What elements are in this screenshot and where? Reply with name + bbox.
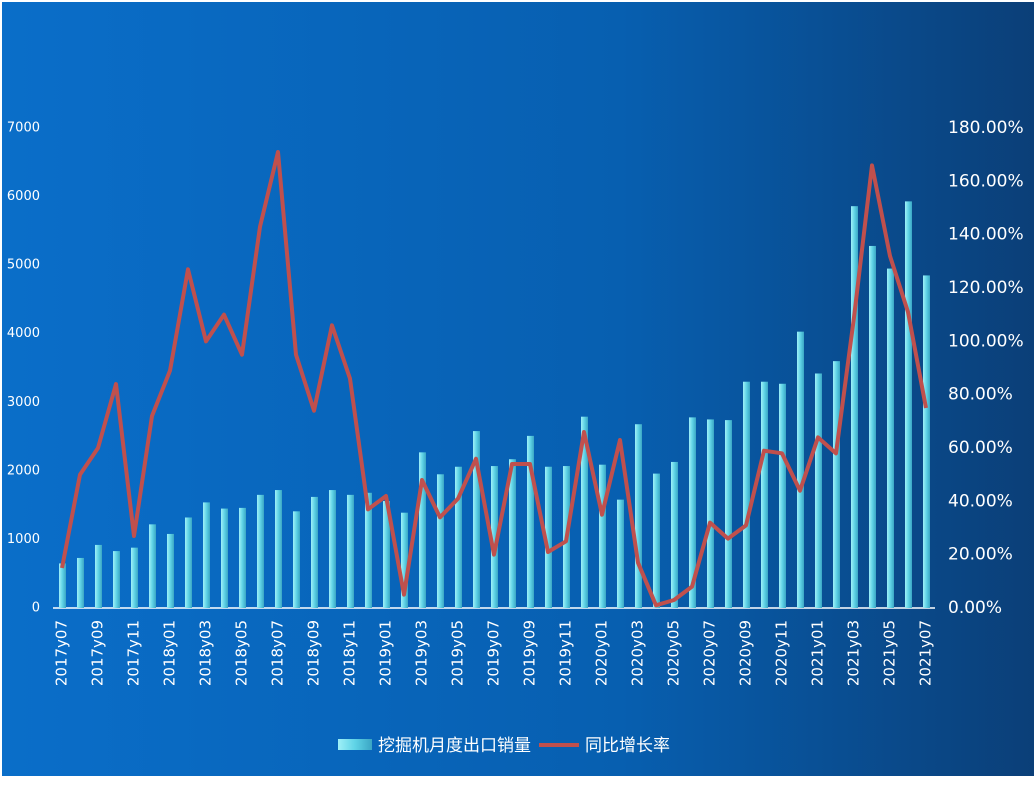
bar bbox=[455, 466, 462, 608]
bar bbox=[491, 466, 498, 608]
bar bbox=[869, 245, 876, 608]
x-tick-label: 2021y07 bbox=[917, 620, 935, 686]
bar bbox=[131, 547, 138, 608]
bar bbox=[599, 464, 606, 608]
y-tick-label: 1000 bbox=[7, 532, 40, 547]
y-tick-label: 2000 bbox=[7, 463, 40, 478]
y-tick-label: 3000 bbox=[7, 395, 40, 410]
bar bbox=[275, 490, 282, 608]
bar bbox=[473, 431, 480, 608]
x-tick-label: 2018y01 bbox=[161, 620, 179, 686]
bar bbox=[761, 381, 768, 608]
y2-tick-label: 80.00% bbox=[948, 385, 1013, 405]
x-tick-label: 2020y11 bbox=[773, 620, 791, 686]
x-tick-label: 2017y09 bbox=[89, 620, 107, 686]
x-tick-label: 2019y03 bbox=[413, 620, 431, 686]
bar bbox=[707, 419, 714, 608]
bar bbox=[437, 474, 444, 608]
bar bbox=[239, 507, 246, 608]
bar bbox=[671, 461, 678, 608]
bar bbox=[725, 420, 732, 608]
bar bbox=[635, 424, 642, 608]
x-tick-label: 2018y05 bbox=[233, 620, 251, 686]
bar bbox=[59, 563, 66, 608]
x-tick-label: 2018y03 bbox=[197, 620, 215, 686]
x-tick-label: 2020y07 bbox=[701, 620, 719, 686]
x-tick-label: 2019y09 bbox=[521, 620, 539, 686]
y2-tick-label: 160.00% bbox=[948, 171, 1024, 191]
x-tick-label: 2018y09 bbox=[305, 620, 323, 686]
bar bbox=[95, 544, 102, 608]
bar bbox=[221, 508, 228, 608]
bar bbox=[383, 501, 390, 608]
y-tick-label: 6000 bbox=[7, 189, 40, 204]
bar bbox=[113, 551, 120, 608]
bar bbox=[617, 499, 624, 608]
bar bbox=[419, 452, 426, 608]
bar bbox=[779, 383, 786, 608]
bar bbox=[509, 459, 516, 608]
bar bbox=[347, 494, 354, 608]
bar bbox=[833, 361, 840, 608]
bar bbox=[329, 490, 336, 608]
x-tick-label: 2019y07 bbox=[485, 620, 503, 686]
y2-tick-label: 20.00% bbox=[948, 545, 1013, 565]
bar bbox=[905, 201, 912, 608]
bar bbox=[167, 533, 174, 608]
background bbox=[2, 2, 1034, 776]
x-tick-label: 2017y07 bbox=[53, 620, 71, 686]
x-tick-label: 2021y05 bbox=[881, 620, 899, 686]
y2-tick-label: 120.00% bbox=[948, 278, 1024, 298]
bar bbox=[815, 373, 822, 608]
x-tick-label: 2020y03 bbox=[629, 620, 647, 686]
y2-tick-label: 140.00% bbox=[948, 225, 1024, 245]
x-tick-label: 2020y01 bbox=[593, 620, 611, 686]
x-tick-label: 2019y01 bbox=[377, 620, 395, 686]
bar bbox=[293, 511, 300, 608]
x-tick-label: 2018y07 bbox=[269, 620, 287, 686]
bar bbox=[401, 512, 408, 608]
y2-tick-label: 40.00% bbox=[948, 491, 1013, 511]
bar bbox=[527, 435, 534, 608]
legend-label: 同比增长率 bbox=[585, 736, 670, 756]
legend-swatch bbox=[338, 739, 372, 750]
x-tick-label: 2019y11 bbox=[557, 620, 575, 686]
bar bbox=[851, 206, 858, 608]
y-tick-label: 0 bbox=[32, 601, 40, 616]
bar bbox=[743, 381, 750, 608]
legend-label: 挖掘机月度出口销量 bbox=[378, 736, 531, 756]
line bbox=[60, 150, 928, 608]
bar bbox=[149, 524, 156, 608]
y2-tick-label: 100.00% bbox=[948, 331, 1024, 351]
y-tick-label: 5000 bbox=[7, 258, 40, 273]
x-tick-label: 2017y11 bbox=[125, 620, 143, 686]
bar bbox=[653, 473, 660, 608]
bar bbox=[365, 492, 372, 608]
y2-tick-label: 180.00% bbox=[948, 118, 1024, 138]
x-tick-label: 2021y01 bbox=[809, 620, 827, 686]
bar bbox=[545, 466, 552, 608]
y2-tick-label: 60.00% bbox=[948, 438, 1013, 458]
x-tick-label: 2018y11 bbox=[341, 620, 359, 686]
bar bbox=[185, 517, 192, 608]
x-tick-label: 2020y09 bbox=[737, 620, 755, 686]
x-tick-label: 2021y03 bbox=[845, 620, 863, 686]
x-tick-label: 2020y05 bbox=[665, 620, 683, 686]
bar bbox=[257, 494, 264, 608]
bar bbox=[797, 331, 804, 608]
bar bbox=[311, 496, 318, 608]
y2-tick-label: 0.00% bbox=[948, 598, 1002, 618]
bar bbox=[689, 417, 696, 608]
y-tick-label: 7000 bbox=[7, 121, 40, 136]
bar bbox=[203, 502, 210, 608]
bar bbox=[77, 557, 84, 608]
bar bbox=[923, 275, 930, 608]
bar bbox=[581, 416, 588, 608]
bar bbox=[887, 268, 894, 608]
y-tick-label: 4000 bbox=[7, 326, 40, 341]
x-tick-label: 2019y05 bbox=[449, 620, 467, 686]
